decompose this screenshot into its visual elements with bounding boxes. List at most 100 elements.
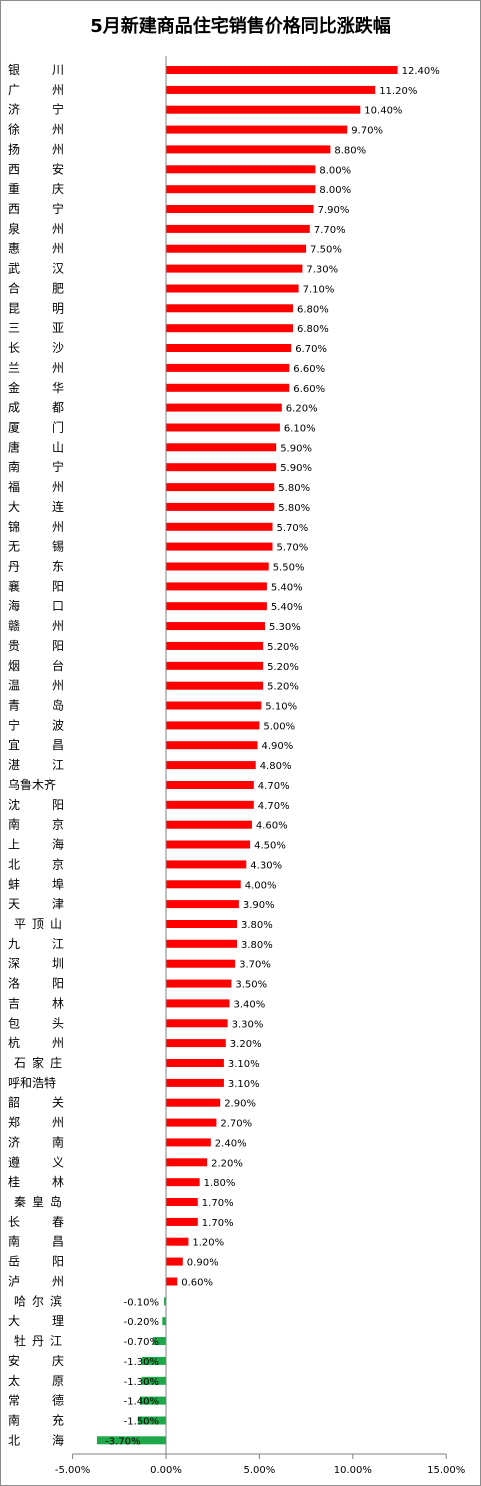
- bar: [166, 920, 237, 928]
- data-label: -0.10%: [124, 1297, 159, 1308]
- data-label: 11.20%: [379, 86, 417, 97]
- category-label: 昆 明: [8, 301, 64, 315]
- data-label: 3.10%: [228, 1079, 260, 1090]
- bar: [166, 85, 376, 94]
- bar: [162, 1317, 166, 1326]
- category-label: 吉 林: [8, 996, 64, 1010]
- category-label: 秦皇岛: [14, 1194, 62, 1209]
- data-label: 0.90%: [187, 1258, 219, 1269]
- category-label: 呼和浩特: [8, 1075, 56, 1090]
- bar: [166, 522, 273, 531]
- data-label: 3.10%: [228, 1059, 260, 1070]
- data-label: 3.90%: [243, 900, 275, 911]
- bar: [166, 999, 230, 1008]
- category-label: 哈尔滨: [14, 1293, 62, 1308]
- bar: [166, 1078, 224, 1087]
- x-tick-label: -5.00%: [55, 1465, 90, 1476]
- category-label: 湛 江: [8, 758, 64, 772]
- category-label: 大 理: [8, 1314, 64, 1328]
- data-label: 3.80%: [241, 940, 273, 951]
- data-label: 1.80%: [204, 1178, 236, 1189]
- data-label: 12.40%: [402, 66, 440, 77]
- x-tick-label: 10.00%: [334, 1465, 372, 1476]
- bar: [166, 383, 290, 392]
- data-label: 5.70%: [277, 543, 309, 554]
- category-label: 厦 门: [8, 420, 64, 435]
- category-label: 杭 州: [8, 1035, 64, 1050]
- data-label: 7.30%: [306, 265, 338, 276]
- bar: [166, 582, 267, 591]
- data-label: 3.70%: [239, 960, 271, 971]
- bar: [166, 641, 264, 650]
- bar: [166, 344, 292, 352]
- bar: [166, 1118, 217, 1127]
- bar: [166, 721, 260, 730]
- bar: [166, 363, 290, 372]
- bar: [152, 1337, 166, 1345]
- x-tick-label: 0.00%: [150, 1465, 182, 1476]
- category-label: 南 充: [8, 1413, 64, 1428]
- data-label: 1.20%: [192, 1238, 224, 1249]
- data-label: 8.00%: [319, 185, 351, 196]
- data-label: 2.20%: [211, 1158, 243, 1169]
- bar: [164, 1297, 166, 1306]
- data-label: -1.50%: [124, 1417, 159, 1428]
- category-label: 重 庆: [8, 182, 64, 196]
- category-label: 徐 州: [8, 122, 64, 137]
- data-label: 6.80%: [297, 304, 329, 315]
- category-label: 上 海: [8, 837, 64, 852]
- data-label: 5.80%: [278, 483, 310, 494]
- data-label: 5.90%: [280, 443, 312, 454]
- bar: [166, 701, 262, 710]
- category-label: 泸 州: [8, 1275, 64, 1289]
- data-label: 5.20%: [267, 682, 299, 693]
- bar: [166, 205, 314, 213]
- bar: [166, 880, 241, 889]
- bar: [166, 1039, 226, 1048]
- bar: [166, 1257, 183, 1266]
- category-label: 济 宁: [8, 102, 64, 117]
- bar: [166, 800, 254, 809]
- category-label: 郑 州: [8, 1115, 64, 1130]
- bar: [166, 1098, 221, 1107]
- bar: [166, 304, 293, 313]
- data-label: 6.80%: [297, 324, 329, 335]
- category-label: 武 汉: [8, 262, 64, 276]
- category-label: 福 州: [8, 479, 64, 494]
- data-label: 10.40%: [364, 106, 402, 117]
- bar: [166, 781, 254, 789]
- category-label: 遵 义: [8, 1154, 64, 1169]
- bar: [166, 959, 236, 968]
- category-label: 桂 林: [8, 1174, 64, 1189]
- bar: [166, 761, 256, 770]
- bar: [166, 105, 361, 114]
- category-label: 北 海: [8, 1432, 64, 1447]
- category-label: 常 德: [8, 1393, 64, 1408]
- category-label: 岳 阳: [8, 1255, 64, 1269]
- bar: [166, 502, 275, 511]
- data-label: 5.80%: [278, 503, 310, 514]
- category-label: 三 亚: [8, 321, 64, 335]
- bar: [166, 483, 275, 492]
- data-label: 7.50%: [310, 245, 342, 256]
- category-label: 青 岛: [8, 698, 64, 713]
- bar: [166, 900, 239, 909]
- data-label: 5.40%: [271, 602, 303, 613]
- bar: [166, 1217, 198, 1226]
- data-label: 1.70%: [202, 1198, 234, 1209]
- bar: [166, 741, 258, 750]
- data-label: 3.50%: [235, 980, 267, 991]
- bar: [166, 1198, 198, 1206]
- category-label: 赣 州: [8, 619, 64, 633]
- data-label: -1.30%: [124, 1357, 159, 1368]
- bar: [166, 860, 247, 869]
- data-label: 9.70%: [351, 126, 383, 137]
- category-label: 深 圳: [8, 957, 64, 971]
- data-label: 3.20%: [230, 1039, 262, 1050]
- category-label: 济 南: [8, 1134, 64, 1149]
- bar: [166, 264, 303, 273]
- data-label: 6.20%: [286, 404, 318, 415]
- data-label: 0.60%: [181, 1278, 213, 1289]
- bar: [141, 1356, 166, 1365]
- bar: [166, 562, 269, 571]
